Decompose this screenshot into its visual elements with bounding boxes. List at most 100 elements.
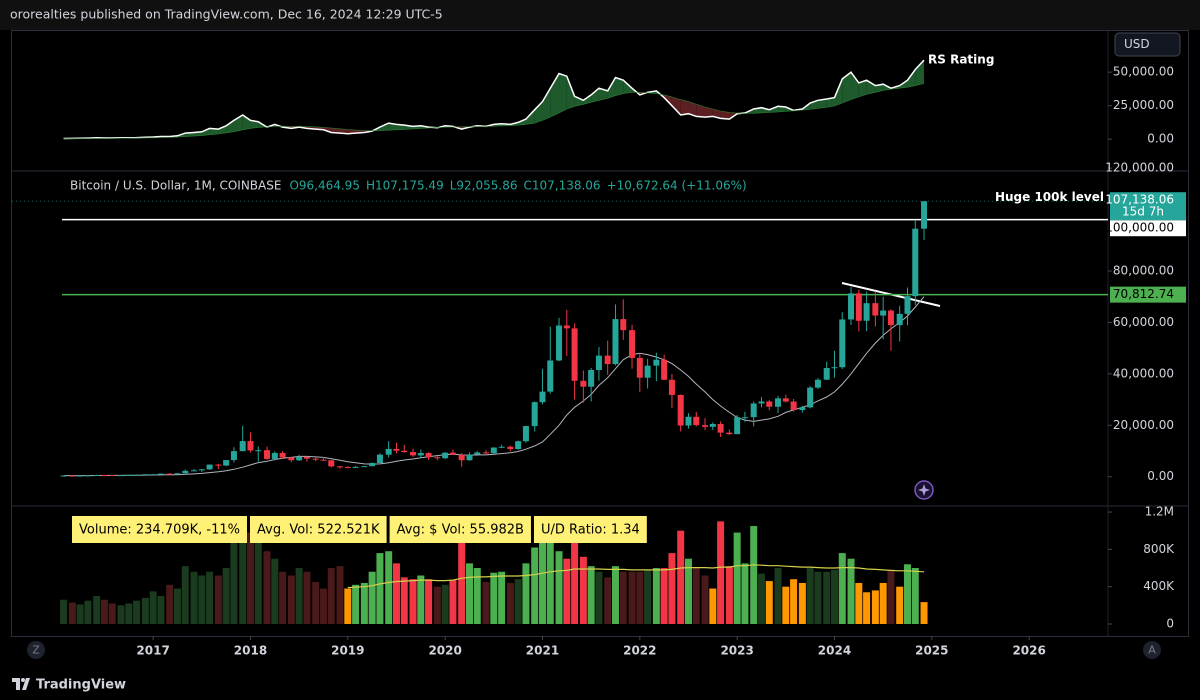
volume-bar: [741, 563, 749, 625]
volume-bar: [173, 588, 181, 625]
candle-body: [855, 293, 862, 321]
rs-fill: [201, 128, 210, 136]
volume-bar: [595, 571, 603, 625]
volume-bar: [108, 603, 116, 625]
volume-bar: [166, 584, 174, 625]
rs-fill: [331, 128, 341, 134]
candle-body: [279, 452, 286, 458]
candle-body: [588, 370, 595, 387]
candle-body: [668, 379, 675, 395]
candle-body: [223, 460, 230, 466]
volume-bar: [222, 568, 230, 625]
candle-body: [77, 475, 84, 477]
volume-bar: [133, 600, 141, 625]
candle-body: [839, 319, 846, 368]
rs-line: [63, 59, 925, 140]
volume-bar: [823, 571, 831, 625]
volume-bar: [141, 597, 149, 625]
countdown: 15d 7h: [1122, 205, 1164, 219]
volume-bar: [352, 584, 360, 625]
volume-bar: [579, 556, 587, 625]
level-axis-box: [1110, 220, 1186, 237]
volume-average: [347, 564, 925, 589]
scale-button[interactable]: [27, 641, 45, 659]
volume-bar: [417, 575, 425, 625]
rs-fill: [550, 73, 560, 118]
volume-bar: [847, 558, 855, 625]
volume-bar: [733, 532, 741, 625]
candle-body: [239, 441, 246, 452]
indicator-icon[interactable]: [914, 480, 934, 500]
candle-body: [125, 474, 132, 476]
volume-bar: [206, 571, 214, 625]
volume-bar: [750, 526, 758, 625]
candle-body: [766, 401, 773, 407]
x-tick-label: 2026: [1012, 644, 1045, 658]
rs-fill: [566, 76, 575, 110]
volume-bar: [806, 568, 814, 625]
candle-body: [474, 452, 481, 455]
volume-bar: [765, 581, 773, 625]
candle-body: [571, 328, 578, 381]
rs-fill: [632, 88, 640, 95]
candle-body: [507, 446, 514, 449]
volume-bar: [887, 569, 895, 625]
x-tick-label: 2019: [331, 644, 364, 658]
candle-body: [741, 417, 748, 419]
volume-bar: [279, 571, 287, 625]
candle-body: [288, 457, 295, 461]
candle-body: [644, 365, 651, 378]
y-tick-label: 20,000.00: [1113, 418, 1174, 432]
auto-button[interactable]: [1143, 641, 1161, 659]
rs-fill: [688, 101, 697, 117]
ohlc-value: H107,175.49: [366, 179, 444, 193]
volume-bar: [660, 568, 668, 625]
currency-button[interactable]: [1114, 32, 1181, 57]
volume-bar: [287, 575, 295, 625]
candle-body: [612, 319, 619, 365]
volume-bar: [84, 600, 92, 625]
volume-bar: [879, 582, 887, 625]
candle-body: [109, 475, 116, 477]
rs-fill: [826, 97, 835, 108]
candle-body: [118, 475, 125, 477]
candle-body: [661, 359, 668, 380]
candle-body: [498, 446, 505, 448]
volume-bar: [230, 535, 238, 625]
x-tick-label: 2025: [915, 644, 948, 658]
ohlc-value: L92,055.86: [450, 179, 518, 193]
volume-bar: [498, 571, 506, 625]
volume-bar: [433, 586, 441, 625]
rs-fill: [705, 107, 713, 118]
y-tick-label: 0: [1166, 617, 1174, 631]
candle-body: [215, 464, 222, 466]
candle-body: [782, 398, 789, 402]
volume-bar: [465, 563, 473, 625]
rs-fill: [242, 115, 251, 130]
candle-body: [912, 228, 919, 297]
volume-bar: [506, 582, 514, 625]
volume-bar: [830, 569, 838, 625]
x-tick-label: 2021: [526, 644, 559, 658]
volume-bar: [920, 602, 928, 625]
candle-body: [490, 447, 497, 454]
volume-bar: [774, 568, 782, 625]
y-tick-label: 1.2M: [1145, 505, 1174, 519]
candle-body: [344, 467, 351, 469]
volume-bar: [409, 579, 417, 625]
candle-body: [264, 450, 271, 459]
candle-body: [717, 424, 724, 433]
top-bar: [0, 0, 1200, 30]
candle-body: [702, 425, 709, 427]
y-tick-label: 120,000.00: [1105, 161, 1174, 175]
candle-body: [376, 454, 383, 464]
candle-body: [417, 453, 424, 456]
rs-fill: [607, 77, 616, 99]
volume-bar: [149, 591, 157, 625]
candle-body: [174, 473, 181, 475]
rs-fill: [907, 69, 916, 88]
icon-star: [918, 484, 930, 496]
candle-body: [604, 355, 611, 365]
candle-body: [863, 303, 870, 321]
rs-fill: [696, 104, 706, 118]
